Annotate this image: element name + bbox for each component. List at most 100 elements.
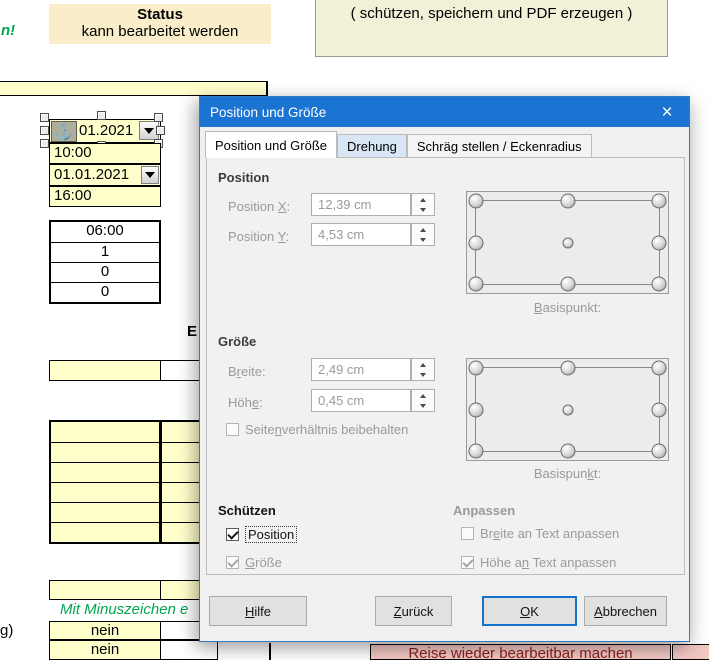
date-dropdown-2-arrow-button[interactable] [141,166,159,184]
size-basepoint-label: Basispunkt: [533,466,602,481]
position-y-spinner [411,223,435,246]
heading-fragment: E [187,323,198,340]
close-button[interactable]: × [645,97,689,127]
checkbox-checked-icon [226,556,239,569]
basepoint-handle-icon [651,276,667,292]
position-x-label: Position X: [228,199,291,214]
width-spinner [411,358,435,381]
checkbox-checked-icon [461,556,474,569]
basepoint-handle-icon [468,360,484,376]
selection-handle[interactable] [40,139,49,148]
calc-result-table: 06:00 1 0 0 [49,220,161,304]
spin-up-icon [412,390,434,401]
pink-cell-fragment [672,644,709,660]
adapt-group-header: Anpassen [453,503,516,518]
dropdown-arrow-icon [145,172,155,178]
spin-down-icon [412,204,434,215]
close-icon: × [661,101,673,123]
keep-ratio-label: Seitenverhältnis beibehalten [245,422,409,437]
input-cell[interactable] [162,482,216,502]
date-value-2: 01.01.2021 [54,166,130,183]
basepoint-handle-icon [468,193,484,209]
checkbox-checked-icon [226,528,239,541]
calc-cell: 0 [51,262,159,282]
position-basepoint-label: Basispunkt: [533,300,602,315]
spin-down-icon [412,400,434,411]
wide-yellow-cell[interactable] [0,81,268,96]
status-box: Status kann bearbeitet werden [49,4,271,44]
size-group-header: Größe [218,334,257,349]
height-spinner [411,389,435,412]
width-label: Breite: [228,364,266,379]
position-x-spinner [411,193,435,216]
position-group-header: Position [218,170,270,185]
height-field: 0,45 cm [311,389,411,412]
calc-cell: 1 [51,242,159,262]
basepoint-handle-icon [651,402,667,417]
basepoint-handle-icon [560,443,575,459]
basepoint-handle-icon [651,443,667,459]
input-cell[interactable] [49,580,161,600]
tab-schraeg-stellen[interactable]: Schräg stellen / Eckenradius [406,134,592,157]
status-title: Status [137,6,183,23]
checkbox-icon [226,423,239,436]
input-cell[interactable] [51,482,159,502]
input-cell[interactable] [162,522,216,542]
input-cell[interactable] [49,360,161,381]
tab-drehung[interactable]: Drehung [337,134,407,157]
tab-position-und-groesse[interactable]: Position und Größe [205,131,338,158]
selection-handle[interactable] [97,111,106,120]
nein-cell-1[interactable]: nein [49,621,161,640]
height-label: Höhe: [228,395,263,410]
input-cell[interactable] [51,442,159,462]
protect-position-checkbox[interactable]: Position [226,526,298,543]
basepoint-handle-icon [560,276,575,292]
dropdown-arrow-icon [144,127,154,134]
basepoint-handle-icon [651,360,667,376]
protect-group-header: Schützen [218,503,276,518]
input-cell[interactable] [162,442,216,462]
input-table-left[interactable] [49,420,161,544]
input-cell[interactable] [51,502,159,522]
pink-action-cell[interactable]: Reise wieder bearbeitbar machen [370,644,671,660]
time-cell-1[interactable]: 10:00 [49,143,161,164]
result-cell [160,640,218,660]
input-cell[interactable] [51,422,159,442]
input-cell[interactable] [51,522,159,542]
spin-up-icon [412,224,434,235]
selection-handle[interactable] [154,113,163,122]
calc-cell: 0 [51,282,159,302]
cell-border-line [269,643,271,660]
adapt-height-label: Höhe an Text anpassen [480,555,617,570]
date-value-1: 01.2021 [79,122,134,139]
nein-cell-2[interactable]: nein [49,640,161,660]
protect-size-checkbox: Größe [226,555,282,570]
keep-ratio-checkbox: Seitenverhältnis beibehalten [226,422,408,437]
position-basepoint-selector [466,191,669,294]
basepoint-handle-icon [562,237,573,248]
basepoint-rect [468,193,667,292]
input-cell[interactable] [162,462,216,482]
basepoint-handle-icon [468,276,484,292]
input-cell[interactable] [51,462,159,482]
anchor-glyph: ⚓ [54,123,74,141]
selection-handle[interactable] [156,126,165,135]
date-dropdown-2[interactable]: 01.01.2021 [49,164,161,186]
protect-position-label: Position [245,526,298,543]
dialog-titlebar: Position und Größe × [200,97,689,127]
time-cell-2[interactable]: 16:00 [49,186,161,207]
width-field: 2,49 cm [311,358,411,381]
date-dropdown-1[interactable]: ⚓ 01.2021 [49,119,161,143]
selection-handle[interactable] [40,113,49,122]
calc-cell: 06:00 [86,222,124,239]
input-cell[interactable] [162,502,216,522]
selection-handle[interactable] [40,126,49,135]
basepoint-handle-icon [651,235,667,250]
basepoint-rect [468,360,667,459]
tab-strip: Position und Größe Drehung Schräg stelle… [205,127,684,158]
basepoint-handle-icon [468,443,484,459]
